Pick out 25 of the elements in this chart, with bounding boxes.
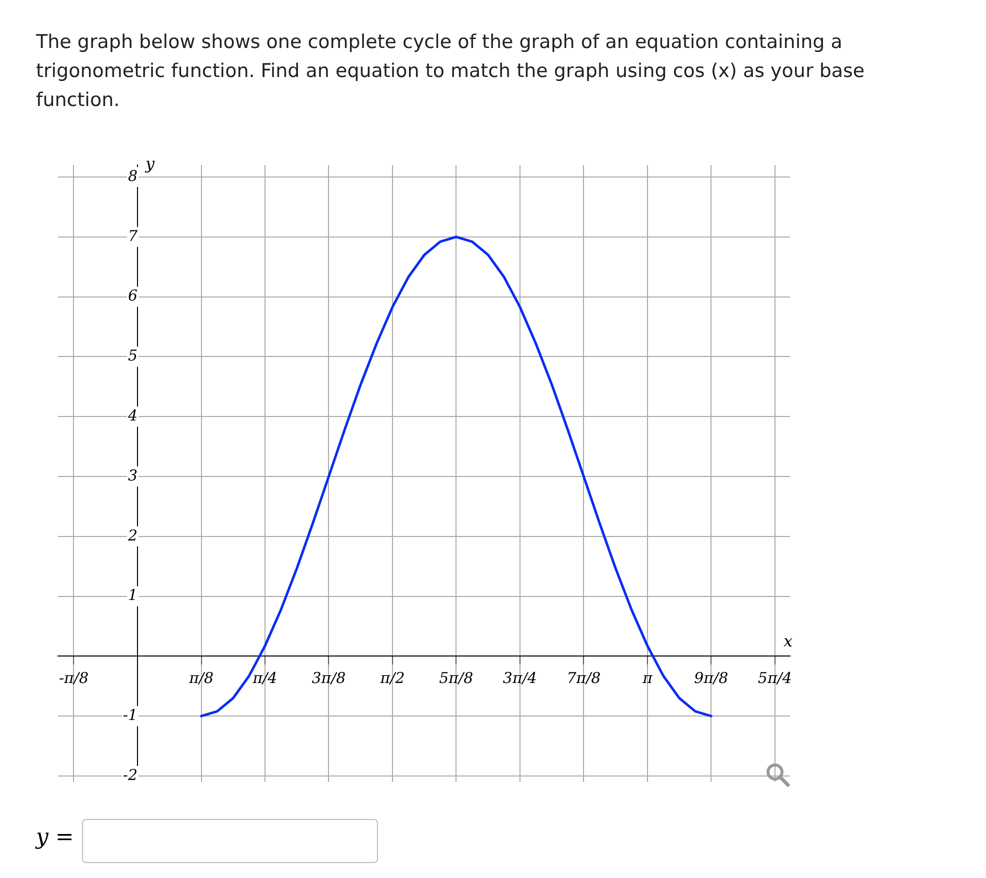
x-tick-label: π [642, 669, 654, 688]
x-tick-label: 3π/4 [502, 669, 537, 688]
x-tick-label: π/2 [379, 669, 405, 688]
text: y = [36, 825, 74, 850]
y-tick-label: 1 [128, 586, 138, 604]
x-tick-label: -π/8 [58, 669, 89, 688]
x-axis-title: x [783, 631, 793, 650]
x-tick-label: π/8 [188, 669, 214, 688]
y-tick-label: 7 [128, 226, 138, 245]
y-tick-label: 4 [126, 406, 138, 424]
y-tick-label: 2 [126, 526, 138, 544]
x-tick-label: π/4 [252, 669, 278, 688]
chart-title: The graph below shows one complete cycle of the graph of an equation containing a trigonometric function. Find an equation to match the graph using cos (x) as your base function. [36, 30, 866, 113]
y-axis-title: y [144, 154, 156, 174]
x-tick-label: 5π/4 [758, 669, 792, 688]
x-tick-label: 5π/8 [439, 669, 474, 688]
y-tick-label: 5 [128, 346, 138, 365]
x-tick-label: 7π/8 [566, 669, 601, 688]
y-tick-label: 3 [128, 466, 138, 484]
x-tick-label: 3π/8 [312, 669, 346, 688]
y-tick-label: -1 [122, 706, 138, 724]
y-tick-label: -2 [122, 766, 138, 784]
y-tick-label: 8 [128, 166, 138, 185]
x-tick-label: 9π/8 [694, 669, 728, 688]
y-tick-label: 6 [128, 286, 138, 305]
